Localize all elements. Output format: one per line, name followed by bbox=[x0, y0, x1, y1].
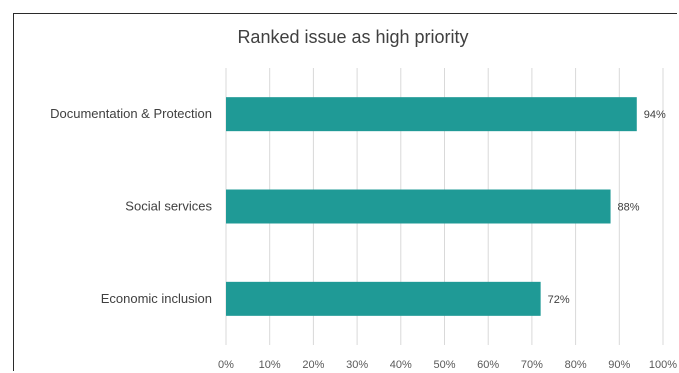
x-tick-label: 10% bbox=[259, 359, 281, 371]
category-label: Documentation & Protection bbox=[50, 106, 212, 121]
x-tick-label: 30% bbox=[346, 359, 368, 371]
x-tick-label: 50% bbox=[433, 359, 455, 371]
category-label: Economic inclusion bbox=[101, 291, 212, 306]
x-tick-label: 70% bbox=[521, 359, 543, 371]
x-tick-label: 20% bbox=[302, 359, 324, 371]
chart-frame bbox=[13, 13, 677, 371]
x-tick-label: 0% bbox=[218, 359, 234, 371]
bar bbox=[226, 189, 611, 224]
data-label: 72% bbox=[548, 294, 570, 306]
x-tick-label: 60% bbox=[477, 359, 499, 371]
chart-title: Ranked issue as high priority bbox=[237, 27, 469, 47]
bar bbox=[226, 281, 541, 316]
data-label: 94% bbox=[644, 109, 666, 121]
x-tick-label: 100% bbox=[649, 359, 677, 371]
x-tick-label: 90% bbox=[608, 359, 630, 371]
category-label: Social services bbox=[125, 199, 212, 214]
x-tick-label: 40% bbox=[390, 359, 412, 371]
x-tick-label: 80% bbox=[565, 359, 587, 371]
data-label: 88% bbox=[618, 202, 640, 214]
bar bbox=[226, 97, 637, 132]
